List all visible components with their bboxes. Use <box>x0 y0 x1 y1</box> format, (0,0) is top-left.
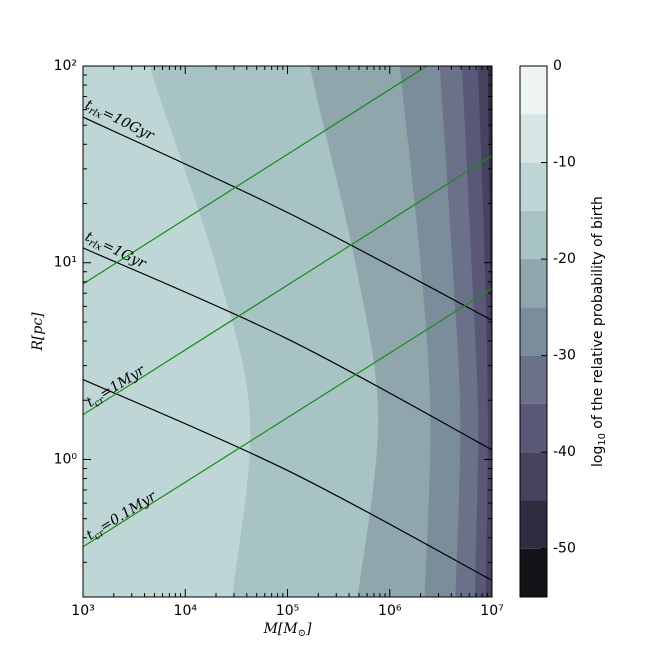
y-axis-label: R[pc] <box>30 312 46 352</box>
time-line <box>83 287 492 548</box>
colorbar-label-base: log <box>590 446 606 467</box>
colorbar-tick-label: -30 <box>553 348 576 364</box>
x-tick-label: 10³ <box>71 603 94 619</box>
line-label-sub: rlx <box>87 237 104 253</box>
colorbar-band <box>520 355 547 404</box>
colorbar-band <box>520 452 547 501</box>
y-tick-label: 10¹ <box>54 255 77 271</box>
colorbar-band <box>520 548 547 597</box>
time-line <box>83 116 492 321</box>
x-axis-label: M[M⊙] <box>263 621 312 639</box>
colorbar-band <box>520 66 547 115</box>
colorbar-tick-label: -50 <box>553 541 576 557</box>
colorbar-tick-label: -40 <box>553 444 576 460</box>
y-tick-label: 10⁰ <box>54 451 78 467</box>
colorbar-label-sub: 10 <box>597 433 608 445</box>
contour-region <box>478 66 492 597</box>
colorbar-label: log10 of the relative probability of bir… <box>590 196 608 467</box>
time-line <box>83 155 492 416</box>
x-tick-label: 10⁴ <box>174 603 198 619</box>
colorbar-band <box>520 307 547 356</box>
contour-region <box>487 66 492 597</box>
line-label-sub: rlx <box>87 105 104 121</box>
x-axis-label-sub: ⊙ <box>298 628 306 639</box>
x-axis-label-rest: ] <box>305 621 312 637</box>
time-line <box>83 378 492 581</box>
colorbar-band <box>520 210 547 260</box>
colorbar-label-rest: of the relative probability of birth <box>590 196 606 433</box>
plot-area <box>83 66 492 597</box>
y-tick-label: 10² <box>54 58 77 74</box>
colorbar-tick-label: 0 <box>553 58 562 74</box>
time-line <box>83 66 428 285</box>
x-tick-label: 10⁵ <box>276 603 299 619</box>
colorbar-band <box>520 114 547 163</box>
time-line <box>83 247 492 451</box>
colorbar-band <box>520 403 547 453</box>
colorbar-frame <box>519 65 548 598</box>
colorbar-tick-label: -20 <box>553 251 576 267</box>
colorbar-band <box>520 259 547 308</box>
x-tick-label: 10⁶ <box>378 603 402 619</box>
colorbar-band <box>520 162 547 211</box>
x-tick-label: 10⁷ <box>480 603 503 619</box>
x-axis-label-base: M[M <box>263 621 299 637</box>
colorbar-tick-label: -10 <box>553 155 576 171</box>
colorbar-band <box>520 500 547 549</box>
